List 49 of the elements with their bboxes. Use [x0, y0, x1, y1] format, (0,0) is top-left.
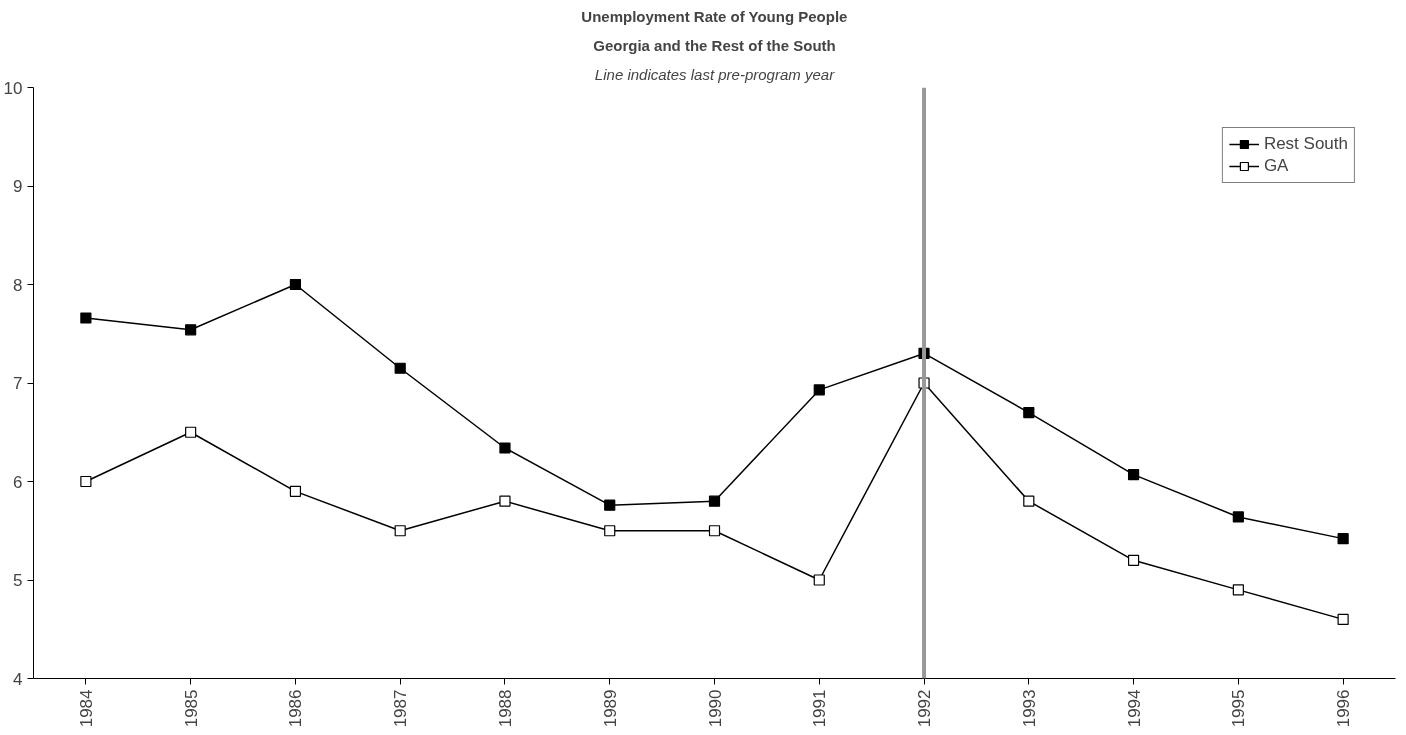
chart-title: Unemployment Rate of Young People	[581, 7, 848, 25]
y-tick-label: 9	[13, 177, 23, 196]
point	[708, 495, 721, 507]
x-tick-label: 1995	[1229, 689, 1249, 728]
point	[1337, 533, 1349, 545]
x-tick-label: 1984	[76, 689, 96, 728]
point	[708, 525, 721, 537]
x-tick-label: 1993	[1019, 689, 1039, 728]
y-tick-label: 8	[13, 275, 23, 295]
point	[499, 442, 511, 454]
chart-subtitle: Georgia and the Rest of the South	[593, 36, 836, 54]
y-tick-label: 4	[13, 669, 23, 689]
x-tick-label: 1988	[495, 689, 515, 728]
x-tick-label: 1985	[181, 689, 201, 728]
text: Line indicates last pre-program year	[594, 65, 836, 83]
point	[394, 362, 406, 374]
point	[499, 495, 511, 507]
y-tick-label: 10	[3, 78, 23, 98]
point	[1023, 495, 1035, 507]
point	[1127, 554, 1140, 566]
point	[813, 384, 825, 396]
x-tick-label: 1990	[705, 689, 725, 728]
point	[80, 475, 92, 488]
point	[813, 574, 825, 586]
y-tick-label: 6	[13, 472, 23, 492]
point	[1232, 584, 1244, 596]
point	[1023, 406, 1035, 419]
point	[394, 525, 406, 537]
point	[289, 485, 302, 497]
point	[289, 278, 302, 291]
x-tick-label: 1994	[1124, 689, 1144, 728]
y-tick-label: 5	[13, 571, 23, 590]
legend-label: Rest South	[1263, 134, 1348, 154]
x-tick-label: 1987	[391, 689, 411, 728]
point	[604, 499, 616, 511]
point	[1337, 613, 1349, 625]
y-tick-label: 7	[13, 374, 23, 393]
x-tick-label: 1991	[810, 689, 830, 728]
point	[1232, 511, 1244, 523]
x-tick-label: 1989	[600, 689, 620, 728]
legend-label: GA	[1263, 156, 1289, 176]
point	[604, 525, 616, 537]
point	[1127, 469, 1140, 481]
x-tick-label: 1986	[286, 689, 306, 728]
x-tick-label: 1996	[1334, 689, 1354, 728]
point	[80, 312, 92, 324]
x-tick-label: 1992	[915, 689, 935, 728]
point	[185, 324, 197, 336]
point	[185, 426, 197, 438]
